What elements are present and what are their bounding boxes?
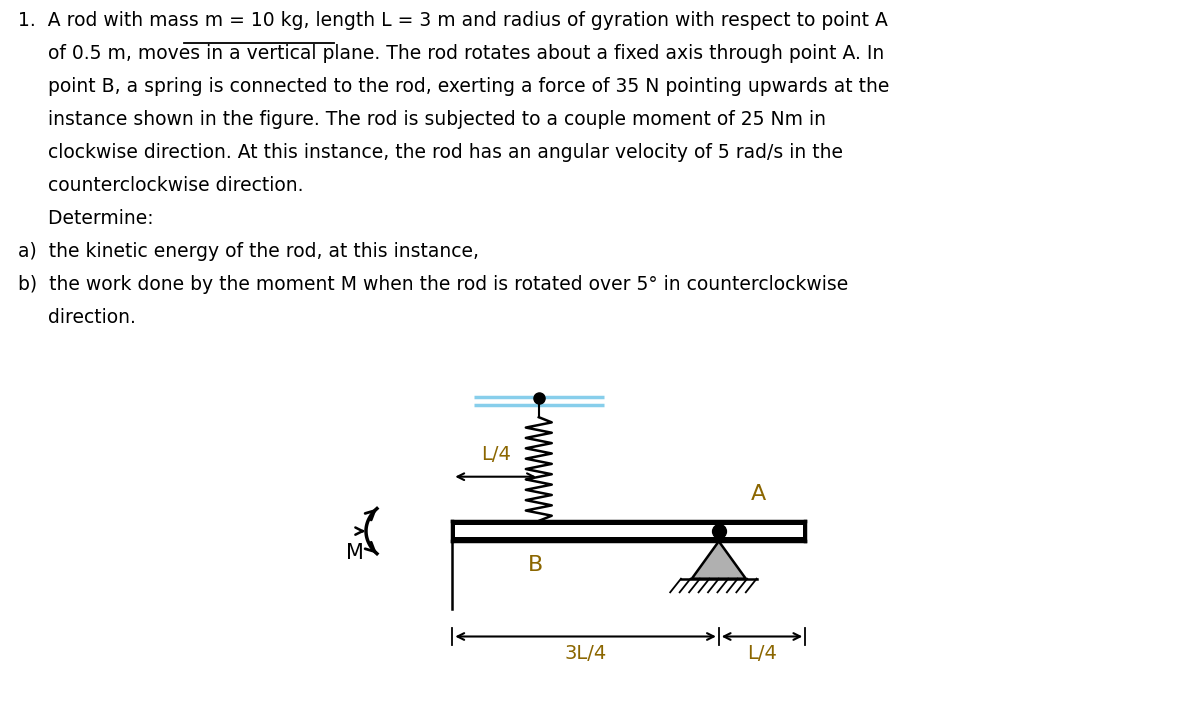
- Bar: [452, 521, 806, 541]
- Text: b)  the work done by the moment M when the rod is rotated over 5° in countercloc: b) the work done by the moment M when th…: [18, 275, 848, 294]
- Text: direction.: direction.: [18, 308, 135, 327]
- Text: L/4: L/4: [747, 644, 777, 663]
- Text: Determine:: Determine:: [18, 209, 153, 228]
- Text: clockwise direction. At this instance, the rod has an angular velocity of 5 rad/: clockwise direction. At this instance, t…: [18, 143, 843, 162]
- Text: M: M: [347, 543, 364, 563]
- Text: L/4: L/4: [481, 445, 511, 464]
- Text: B: B: [528, 555, 543, 575]
- Text: A: A: [751, 484, 766, 504]
- Text: point B, a spring is connected to the rod, exerting a force of 35 N pointing upw: point B, a spring is connected to the ro…: [18, 77, 890, 96]
- Text: of 0.5 m, moves in a vertical plane. The rod rotates about a fixed axis through : of 0.5 m, moves in a vertical plane. The…: [18, 44, 884, 63]
- Bar: [454, 525, 803, 537]
- Text: 1.  A rod with mass m = 10 kg, length L = 3 m and radius of gyration with respec: 1. A rod with mass m = 10 kg, length L =…: [18, 11, 888, 30]
- Polygon shape: [692, 541, 746, 579]
- Text: instance shown in the figure. The rod is subjected to a couple moment of 25 Nm i: instance shown in the figure. The rod is…: [18, 110, 826, 129]
- Text: a)  the kinetic energy of the rod, at this instance,: a) the kinetic energy of the rod, at thi…: [18, 242, 478, 261]
- Text: counterclockwise direction.: counterclockwise direction.: [18, 176, 303, 195]
- Text: 3L/4: 3L/4: [565, 644, 607, 663]
